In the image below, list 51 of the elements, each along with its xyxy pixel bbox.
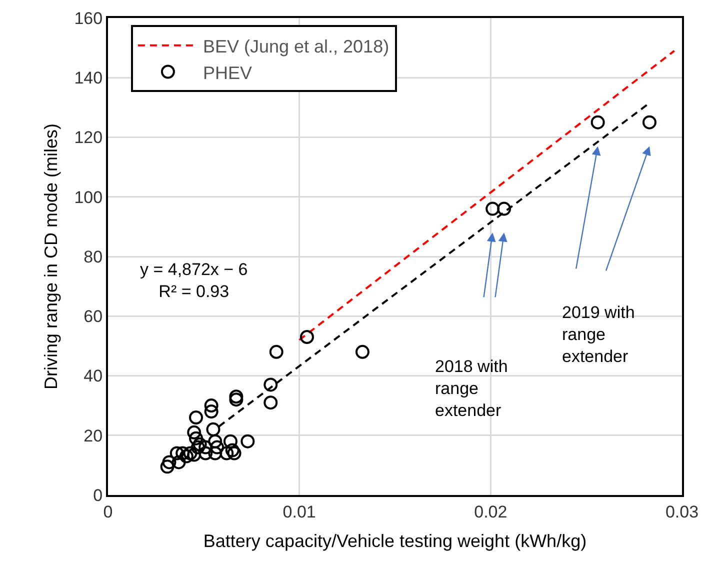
point	[183, 446, 198, 460]
point	[497, 202, 512, 216]
point	[189, 431, 204, 446]
legend-label: BEV (Jung et al., 2018)	[202, 36, 390, 56]
point	[189, 410, 204, 424]
point	[229, 392, 244, 407]
point	[179, 449, 194, 464]
point	[355, 344, 370, 359]
point	[208, 434, 222, 448]
y-tick-label: 140	[74, 68, 103, 88]
point	[264, 396, 278, 410]
x-tick-label: 0.01	[282, 502, 316, 522]
point	[172, 455, 186, 470]
point	[264, 378, 278, 392]
annotation: 2019 with range extender	[562, 303, 635, 366]
annotation: y = 4,872x − 6 R² = 0.93	[140, 260, 248, 302]
y-tick-label: 80	[84, 247, 103, 266]
y-tick-label: 0	[93, 486, 103, 505]
y-tick-label: 40	[84, 366, 103, 386]
point	[162, 455, 176, 470]
y-tick-label: 20	[84, 426, 103, 446]
point	[204, 398, 218, 413]
point	[300, 330, 314, 344]
point	[225, 443, 240, 458]
annotation: 2018 with range extender	[435, 357, 508, 420]
point	[269, 344, 284, 359]
point	[642, 115, 656, 130]
point	[170, 446, 184, 460]
y-tick-label: 120	[74, 128, 103, 148]
y-tick-label: 100	[74, 188, 103, 207]
point	[590, 115, 605, 130]
point	[204, 404, 218, 419]
point	[486, 202, 500, 216]
point	[229, 390, 244, 404]
x-axis-title: Battery capacity/Vehicle testing weight (kWh/kg)	[203, 531, 587, 551]
x-tick-label: 0.03	[665, 502, 699, 522]
point	[206, 422, 220, 436]
point	[223, 434, 238, 448]
point	[227, 446, 242, 460]
y-tick-label: 60	[84, 307, 103, 326]
point	[210, 440, 224, 454]
y-tick-label: 160	[74, 8, 103, 28]
point	[198, 446, 213, 460]
point	[208, 446, 222, 460]
point	[187, 425, 202, 440]
y-axis-title: Driving range in CD mode (miles)	[40, 123, 61, 390]
legend-label: PHEV	[202, 62, 252, 83]
x-tick-label: 0.02	[474, 502, 508, 522]
point	[240, 434, 255, 448]
point	[220, 446, 234, 460]
point	[160, 460, 174, 474]
